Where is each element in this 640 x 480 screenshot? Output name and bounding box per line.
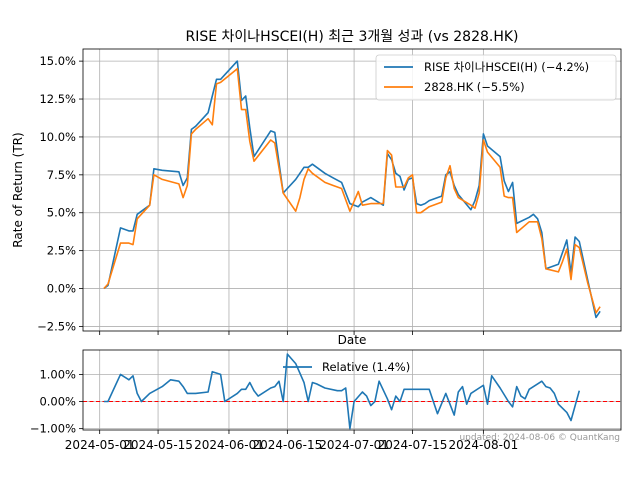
x-axis-label: Date	[338, 333, 367, 347]
main-legend-box	[375, 54, 617, 101]
x-tick-label: 2024-07-15	[378, 438, 448, 452]
main-ytick-label: 0.0%	[47, 282, 76, 296]
main-ytick-label: −2.5%	[37, 319, 76, 333]
relative-ytick-label: 0.00%	[39, 395, 76, 409]
main-ytick-label: 10.0%	[39, 130, 76, 144]
x-tick-label: 2024-06-01	[194, 438, 264, 452]
legend-label-relative: Relative (1.4%)	[322, 360, 410, 374]
x-tick-label: 2024-06-15	[252, 438, 322, 452]
relative-ytick-label: −1.00%	[30, 422, 76, 436]
x-tick-label: 2024-05-01	[65, 438, 135, 452]
x-tick-label: 2024-05-15	[123, 438, 193, 452]
y-axis-label: Rate of Return (TR)	[11, 132, 25, 247]
main-plot-frame	[82, 48, 622, 332]
x-tick-label: 2024-07-01	[319, 438, 389, 452]
x-tick-label: 2024-08-01	[448, 438, 518, 452]
chart-title: RISE 차이나HSCEI(H) 최근 3개월 성과 (vs 2828.HK)	[185, 29, 518, 45]
legend-label-series-2: 2828.HK (−5.5%)	[424, 80, 525, 94]
main-ytick-label: 7.5%	[47, 168, 76, 182]
relative-plot-frame	[82, 349, 622, 431]
relative-ytick-label: 1.00%	[39, 367, 76, 381]
relative-legend: Relative (1.4%)	[283, 360, 410, 374]
main-legend: RISE 차이나HSCEI(H) (−4.2%) 2828.HK (−5.5%)	[375, 54, 617, 101]
main-ytick-label: 2.5%	[47, 244, 76, 258]
series-line-2	[103, 67, 601, 314]
main-plot-panel: −2.5% 0.0% 2.5% 5.0% 7.5% 10.0% 12.5% 15.0% Rat…	[11, 48, 622, 347]
updated-watermark: updated: 2024-08-06 © QuantKang	[459, 433, 620, 443]
main-ytick-label: 12.5%	[39, 92, 76, 106]
relative-series-line	[103, 353, 581, 430]
main-ytick-label: 5.0%	[47, 206, 76, 220]
main-ytick-label: 15.0%	[39, 54, 76, 68]
legend-label-series-1: RISE 차이나HSCEI(H) (−4.2%)	[424, 60, 589, 74]
